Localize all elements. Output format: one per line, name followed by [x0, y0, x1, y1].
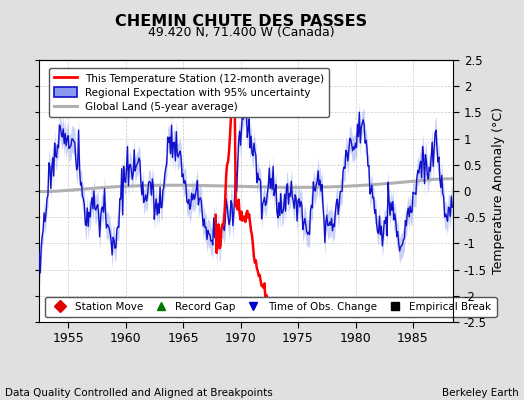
Text: Data Quality Controlled and Aligned at Breakpoints: Data Quality Controlled and Aligned at B… — [5, 388, 273, 398]
Legend: Station Move, Record Gap, Time of Obs. Change, Empirical Break: Station Move, Record Gap, Time of Obs. C… — [45, 297, 497, 317]
Text: Berkeley Earth: Berkeley Earth — [442, 388, 519, 398]
Text: CHEMIN CHUTE DES PASSES: CHEMIN CHUTE DES PASSES — [115, 14, 367, 29]
Text: 49.420 N, 71.400 W (Canada): 49.420 N, 71.400 W (Canada) — [148, 26, 334, 39]
Y-axis label: Temperature Anomaly (°C): Temperature Anomaly (°C) — [492, 108, 505, 274]
